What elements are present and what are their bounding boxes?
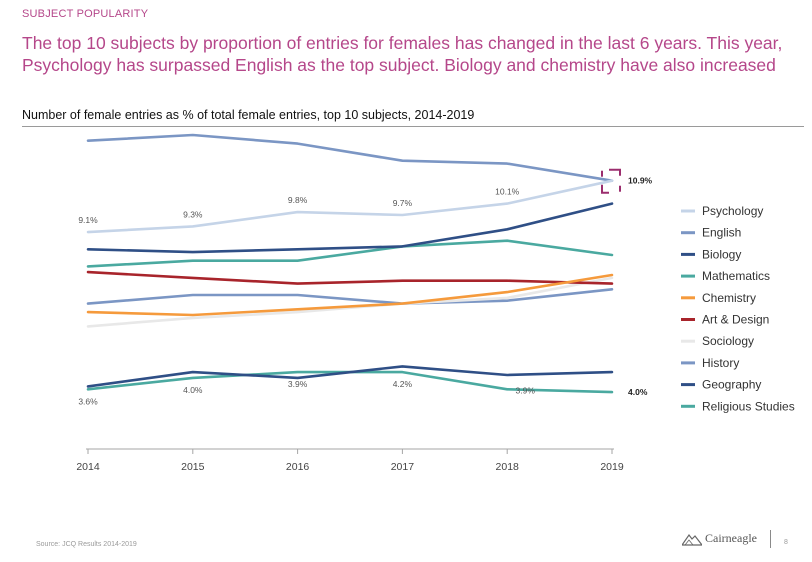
- chart-title: Number of female entries as % of total f…: [22, 108, 475, 122]
- legend-label-mathematics: Mathematics: [702, 269, 770, 283]
- footer-divider: [770, 530, 771, 548]
- x-tick-label: 2014: [76, 461, 100, 473]
- data-label: 9.7%: [393, 198, 413, 208]
- page-headline: The top 10 subjects by proportion of ent…: [22, 33, 783, 75]
- legend-label-history: History: [702, 356, 739, 370]
- data-label: 4.0%: [628, 387, 648, 397]
- data-label: 9.1%: [78, 215, 98, 225]
- data-label: 9.3%: [183, 209, 203, 219]
- highlight-bracket: [601, 184, 609, 194]
- data-label: 10.9%: [628, 176, 653, 186]
- series-line-psychology: [86, 179, 614, 234]
- data-label: 9.8%: [288, 195, 308, 205]
- series-line-art-and-design: [86, 270, 614, 285]
- title-divider: [22, 126, 804, 127]
- series-line-history: [86, 288, 614, 305]
- source-note: Source: JCQ Results 2014-2019: [36, 541, 137, 548]
- mountain-logo-icon: [682, 533, 702, 546]
- x-tick-label: 2015: [181, 461, 205, 473]
- data-label: 4.2%: [393, 379, 413, 389]
- series-line-geography: [86, 365, 614, 388]
- section-eyebrow: SUBJECT POPULARITY: [22, 8, 149, 20]
- line-chart: 2014 2015 2016 2017 2018 2019 9.1% 9.3% 9.8% 9.7%…: [76, 133, 795, 473]
- legend-label-english: English: [702, 226, 741, 240]
- series-line-mathematics: [86, 239, 614, 268]
- series-line-biology: [86, 202, 614, 254]
- legend-label-chemistry: Chemistry: [702, 291, 756, 305]
- x-tick-label: 2018: [496, 461, 520, 473]
- x-tick-label: 2019: [600, 461, 624, 473]
- data-label: 4.0%: [183, 385, 203, 395]
- highlight-bracket: [609, 168, 621, 176]
- legend-label-biology: Biology: [702, 247, 741, 261]
- brand-logo: Cairneagle: [682, 531, 757, 546]
- brand-name: Cairneagle: [705, 531, 757, 545]
- legend-label-sociology: Sociology: [702, 334, 754, 348]
- series-line-sociology: [86, 276, 614, 328]
- x-tick-label: 2017: [391, 461, 415, 473]
- series-line-chemistry: [86, 273, 614, 317]
- legend-label-psychology: Psychology: [702, 204, 763, 218]
- series-line-english: [86, 133, 614, 183]
- x-tick-label: 2016: [286, 461, 310, 473]
- legend-label-art-and-design: Art & Design: [702, 313, 769, 327]
- legend-label-geography: Geography: [702, 378, 761, 392]
- data-label: 3.6%: [78, 396, 98, 406]
- data-label: 3.9%: [288, 379, 308, 389]
- data-label: 10.1%: [495, 187, 520, 197]
- legend-label-religious-studies: Religious Studies: [702, 399, 795, 413]
- data-label: 3.9%: [516, 385, 536, 395]
- page-number: 8: [784, 539, 788, 546]
